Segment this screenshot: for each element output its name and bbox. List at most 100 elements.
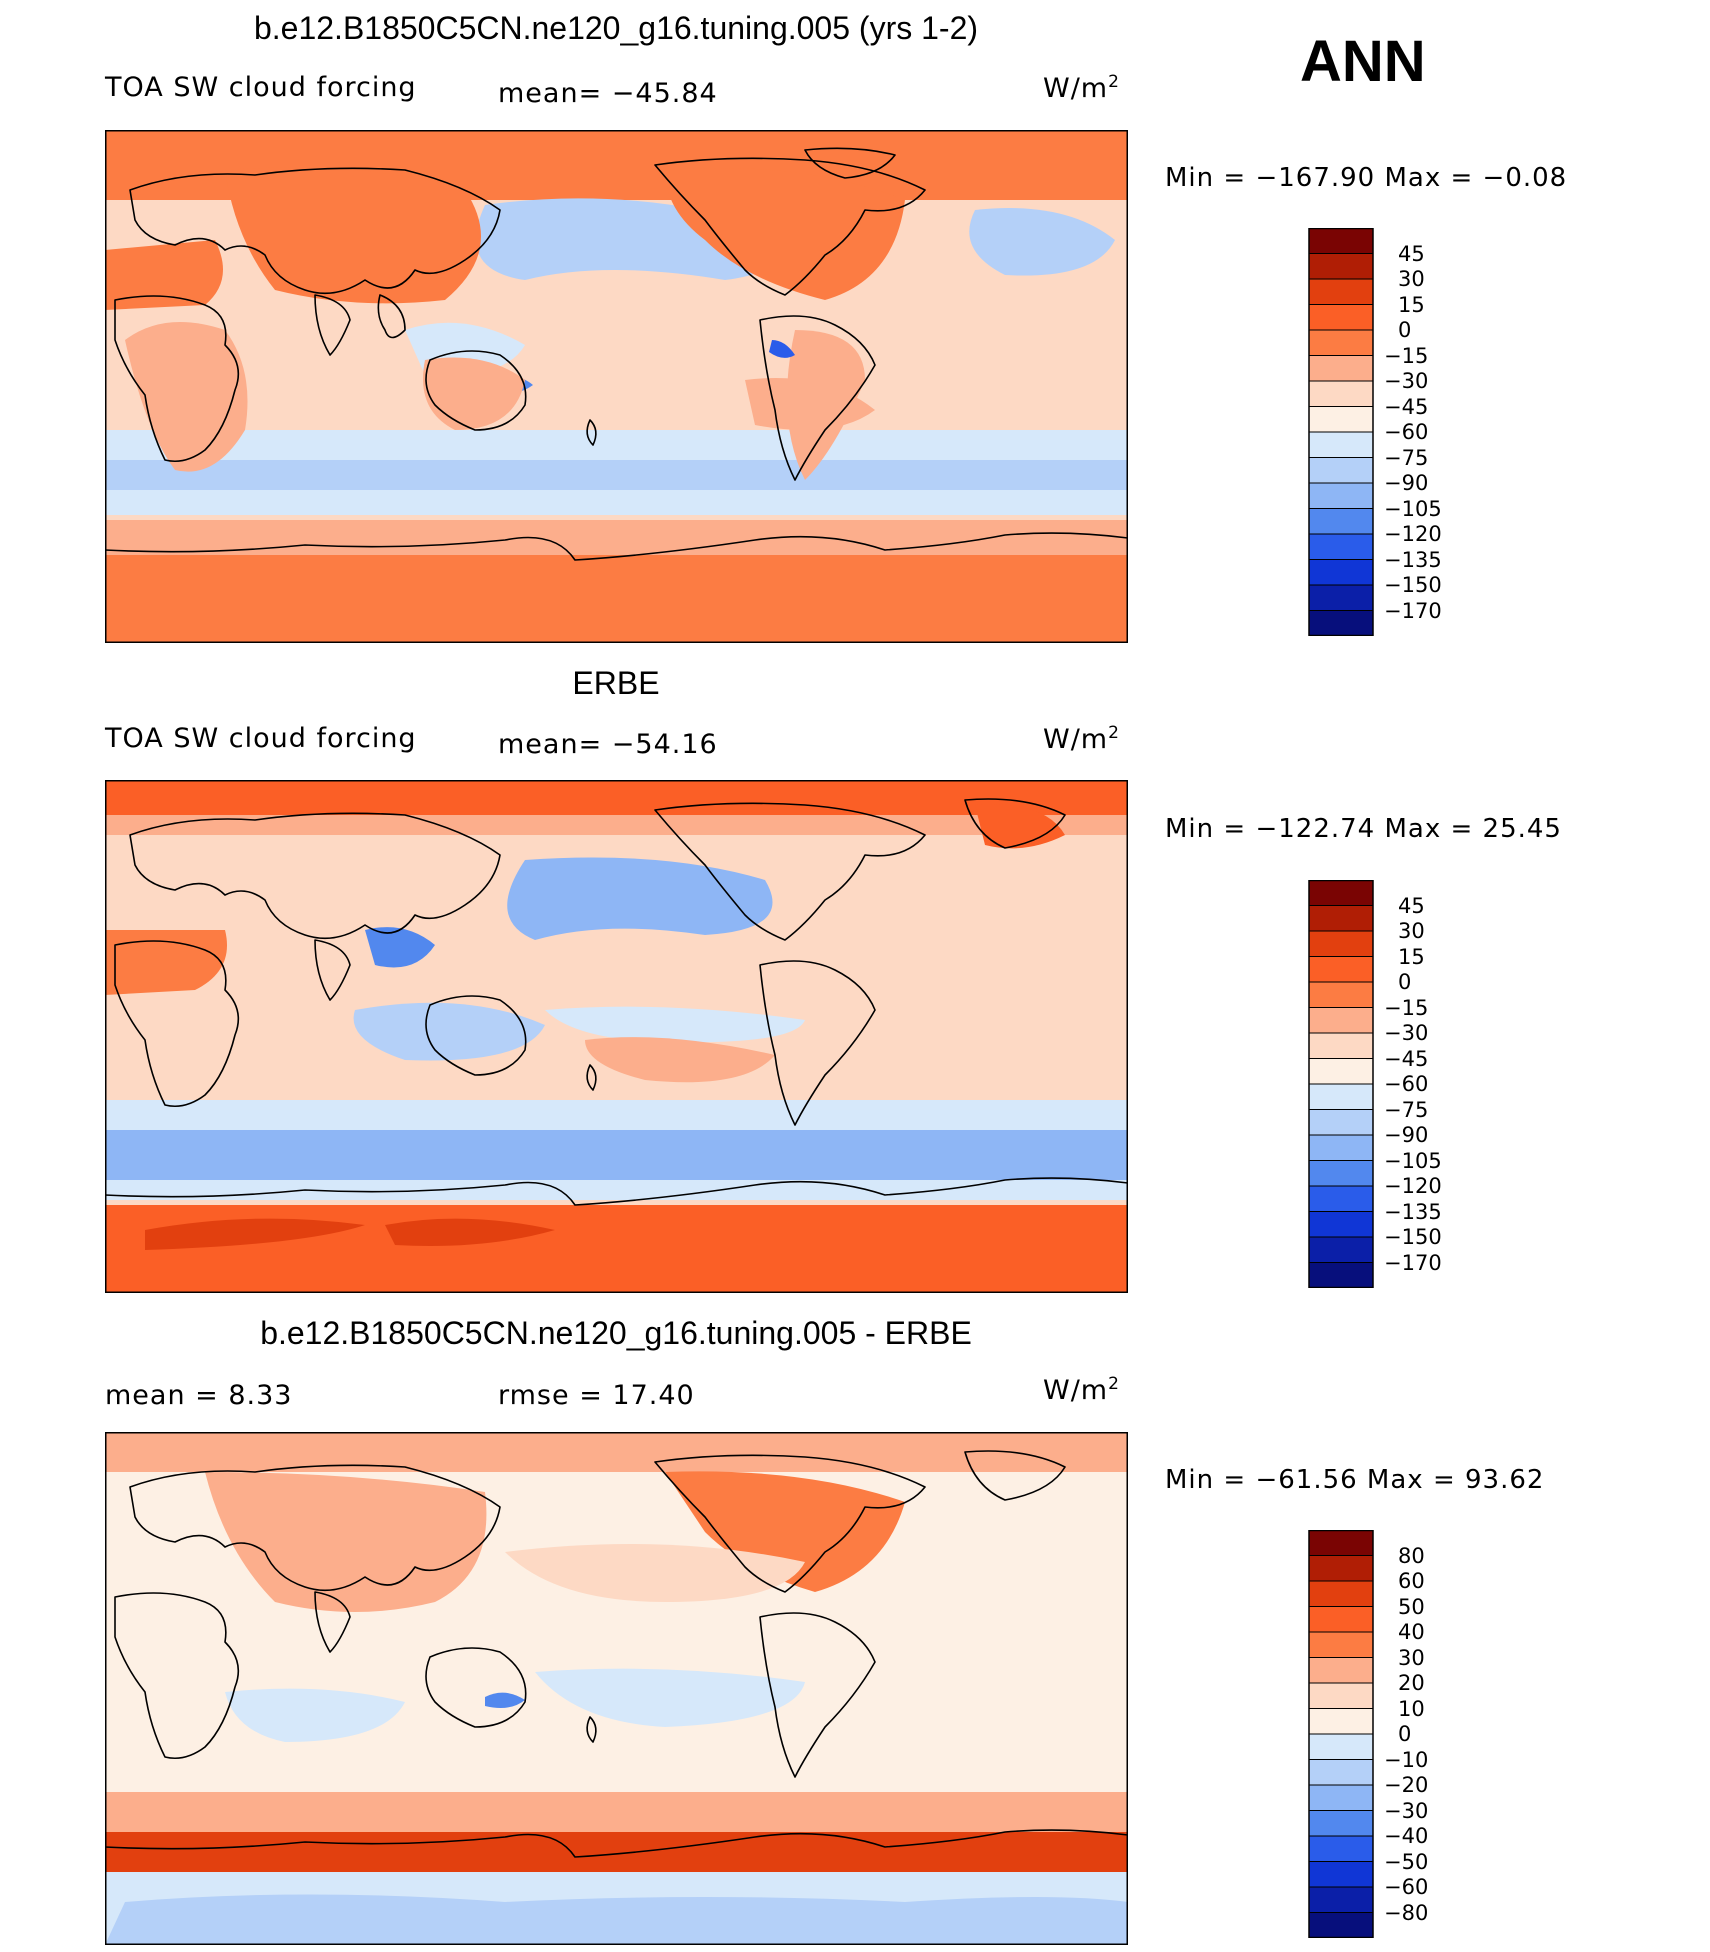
colorbar-tick-label: −170	[1384, 598, 1442, 623]
panel-3-units: W/m2	[1043, 1374, 1120, 1406]
colorbar-swatch	[1308, 228, 1374, 254]
panel-3-units-exp: 2	[1108, 1374, 1120, 1394]
panel-2-map	[105, 780, 1128, 1293]
colorbar-tick-label: 30	[1398, 267, 1425, 291]
panel-3-pacific-light	[505, 1544, 805, 1602]
colorbar-swatch	[1308, 1555, 1374, 1582]
colorbar-frame	[1308, 880, 1374, 1288]
panel-2-mean-label: mean= −54.16	[498, 729, 718, 760]
panel-2-units-exp: 2	[1108, 723, 1120, 743]
panel-1-southern-ocean-deep	[105, 460, 1128, 490]
colorbar-swatch	[1308, 1185, 1374, 1212]
panel-3-arctic-band	[105, 1432, 1128, 1472]
panel-2-coastline-australia	[425, 995, 527, 1076]
colorbar-swatch	[1308, 380, 1374, 407]
panel-3-min-max: Min = −61.56 Max = 93.62	[1165, 1465, 1545, 1495]
panel-1-title: b.e12.B1850C5CN.ne120_g16.tuning.005 (yr…	[253, 10, 979, 46]
colorbar-tick-label: −150	[1384, 1225, 1442, 1249]
colorbar-swatch	[1308, 355, 1374, 382]
colorbar-swatch	[1308, 431, 1374, 458]
panel-3-tropical-cool	[535, 1668, 805, 1727]
panel-1-units: W/m2	[1043, 72, 1120, 104]
colorbar-swatch	[1308, 457, 1374, 484]
colorbar-swatch	[1308, 1810, 1374, 1837]
colorbar-swatch	[1308, 1058, 1374, 1085]
colorbar-swatch	[1308, 1211, 1374, 1238]
colorbar-swatch	[1308, 482, 1374, 509]
panel-3-coastline-greenland	[964, 1450, 1066, 1501]
panel-2-coastline-north-america	[654, 802, 926, 941]
colorbar-swatch	[1308, 1631, 1374, 1658]
panel-1-sahara	[105, 240, 223, 310]
colorbar-tick-label: 15	[1398, 292, 1425, 317]
panel-3-rmse-label: rmse = 17.40	[498, 1380, 695, 1411]
panel-2-north-pacific-cloud	[507, 857, 773, 940]
panel-3-coastline-africa	[114, 1592, 240, 1760]
colorbar-tick-label: −75	[1384, 445, 1429, 470]
colorbar-swatch	[1308, 1606, 1374, 1633]
panel-1-subpolar-band	[105, 520, 1128, 555]
panel-2-colorbar-labels: 45 30 15 0 −15 −30 −45 −60 −75 −90 −105 −120 −135 −15…	[1384, 880, 1504, 1288]
panel-2-frame	[105, 780, 1128, 1293]
colorbar-swatch	[1308, 1784, 1374, 1811]
panel-2-warm-pool-cloud	[353, 1002, 545, 1061]
panel-2-greenland-warm	[975, 804, 1065, 849]
panel-3-maritime-deep	[485, 1692, 525, 1708]
panel-2-arctic-band	[105, 780, 1128, 815]
colorbar-tick-label: −120	[1384, 1174, 1442, 1198]
panel-1-coastline-greenland	[804, 147, 896, 179]
panel-1-south-america-land	[787, 330, 865, 480]
colorbar-swatch	[1308, 1733, 1374, 1760]
panel-1-colorbar	[1308, 228, 1374, 636]
panel-1-eurasia-land	[225, 167, 481, 304]
panel-2-coastline-africa	[114, 940, 240, 1108]
colorbar-swatch	[1308, 1657, 1374, 1684]
colorbar-swatch	[1308, 1083, 1374, 1110]
panel-2-min-max: Min = −122.74 Max = 25.45	[1165, 814, 1562, 844]
colorbar-tick-label: −10	[1384, 1747, 1429, 1772]
colorbar-swatch	[1308, 1530, 1374, 1556]
colorbar-swatch	[1308, 1759, 1374, 1786]
colorbar-tick-label: 45	[1398, 241, 1425, 266]
panel-3-coastline-new-zealand	[586, 1716, 597, 1743]
panel-2-south-pacific-warm	[585, 1037, 775, 1083]
panel-1-coastline-africa	[114, 295, 240, 463]
colorbar-tick-label: −105	[1384, 496, 1442, 521]
panel-2-units: W/m2	[1043, 723, 1120, 755]
panel-1-coastline-new-zealand	[586, 419, 597, 446]
panel-2-coastline-new-zealand	[586, 1064, 597, 1091]
colorbar-swatch	[1308, 981, 1374, 1008]
colorbar-tick-label: −30	[1384, 1021, 1429, 1045]
colorbar-swatch	[1308, 905, 1374, 932]
colorbar-tick-label: 80	[1398, 1543, 1425, 1568]
colorbar-tick-label: 30	[1398, 919, 1425, 943]
colorbar-tick-label: −60	[1384, 1875, 1429, 1899]
panel-1-australia-land	[423, 357, 525, 430]
colorbar-tick-label: −20	[1384, 1773, 1429, 1797]
colorbar-swatch	[1308, 956, 1374, 983]
panel-2-coastline-antarctica	[105, 1177, 1128, 1206]
colorbar-swatch	[1308, 406, 1374, 433]
panel-2-antarctic-band	[105, 1205, 1128, 1293]
colorbar-tick-label: 0	[1398, 1722, 1412, 1746]
panel-3-coastline-australia	[425, 1647, 527, 1728]
panel-1-coastline-antarctica	[105, 532, 1128, 561]
colorbar-swatch	[1308, 1134, 1374, 1161]
colorbar-swatch	[1308, 1835, 1374, 1862]
colorbar-tick-label: 0	[1398, 970, 1412, 994]
colorbar-tick-label: −90	[1384, 1123, 1429, 1147]
colorbar-tick-label: −60	[1384, 1072, 1429, 1096]
colorbar-frame	[1308, 228, 1374, 636]
panel-1-colorbar-labels: 45 30 15 0 −15 −30 −45 −60 −75 −90 −105 −120 −135 −15…	[1384, 228, 1504, 636]
panel-2-arctic-light	[105, 815, 1128, 835]
panel-1-north-atlantic-cloud	[969, 208, 1115, 276]
panel-3-colorbar-labels: 80 60 50 40 30 20 10 0 −10 −20 −30 −40 −50 −60 −80	[1384, 1530, 1504, 1938]
panel-2-units-base: W/m	[1043, 724, 1109, 755]
colorbar-swatch	[1308, 1160, 1374, 1187]
colorbar-tick-label: −75	[1384, 1097, 1429, 1122]
panel-3-units-base: W/m	[1043, 1375, 1109, 1406]
colorbar-tick-label: −30	[1384, 1798, 1429, 1823]
panel-1-coastline-eurasia	[129, 167, 501, 295]
colorbar-swatch	[1308, 1708, 1374, 1735]
panel-1-min-max: Min = −167.90 Max = −0.08	[1165, 163, 1568, 193]
